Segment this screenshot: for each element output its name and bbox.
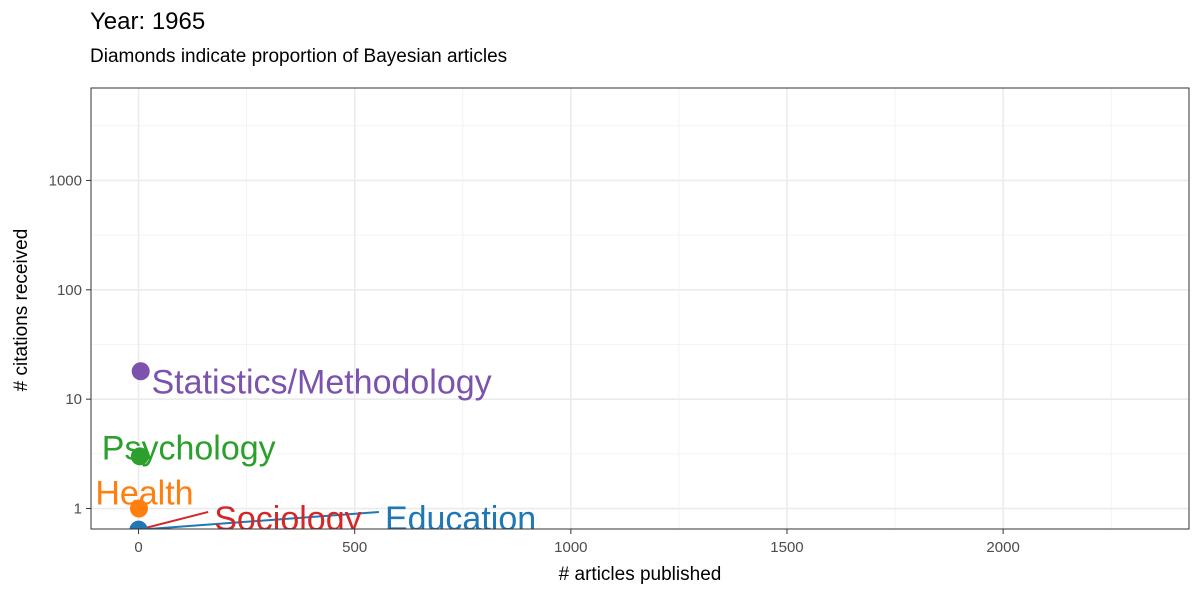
y-tick-label: 1000 (49, 172, 82, 189)
minor-gridlines (91, 88, 1189, 529)
chart-title: Year: 1965 (90, 8, 206, 35)
series-labels: Statistics/Methodology Psychology Health So… (95, 364, 536, 538)
y-tick-label: 1 (74, 501, 82, 518)
education-label-connector (138, 510, 380, 529)
statistics-methodology-point (131, 362, 150, 381)
plot-panel-background (91, 88, 1189, 529)
plot-panel-border (90, 87, 1190, 530)
y-axis: 1 10 100 1000 (49, 172, 91, 518)
y-axis-title: # citations received (11, 229, 32, 392)
x-tick-label: 2000 (986, 539, 1019, 556)
sociology-label: Sociology (214, 500, 361, 538)
sociology-label-connector (138, 510, 209, 529)
x-tick-label: 0 (134, 539, 142, 556)
health-point (129, 499, 148, 518)
x-axis-title: # articles published (559, 564, 722, 585)
data-points (129, 362, 150, 529)
psychology-label: Psychology (102, 430, 276, 468)
statistics-methodology-label: Statistics/Methodology (152, 364, 492, 402)
education-label: Education (385, 500, 536, 538)
health-label: Health (95, 475, 193, 513)
x-tick-label: 1500 (770, 539, 803, 556)
label-connectors (138, 510, 380, 529)
chart-subtitle: Diamonds indicate proportion of Bayesian… (90, 46, 508, 67)
x-axis: 0 500 1000 1500 2000 (134, 529, 1020, 556)
psychology-point (130, 447, 149, 466)
y-tick-label: 100 (57, 282, 82, 299)
x-tick-label: 1000 (554, 539, 587, 556)
y-tick-label: 10 (65, 391, 82, 408)
education-point (129, 520, 148, 529)
x-tick-label: 500 (342, 539, 367, 556)
